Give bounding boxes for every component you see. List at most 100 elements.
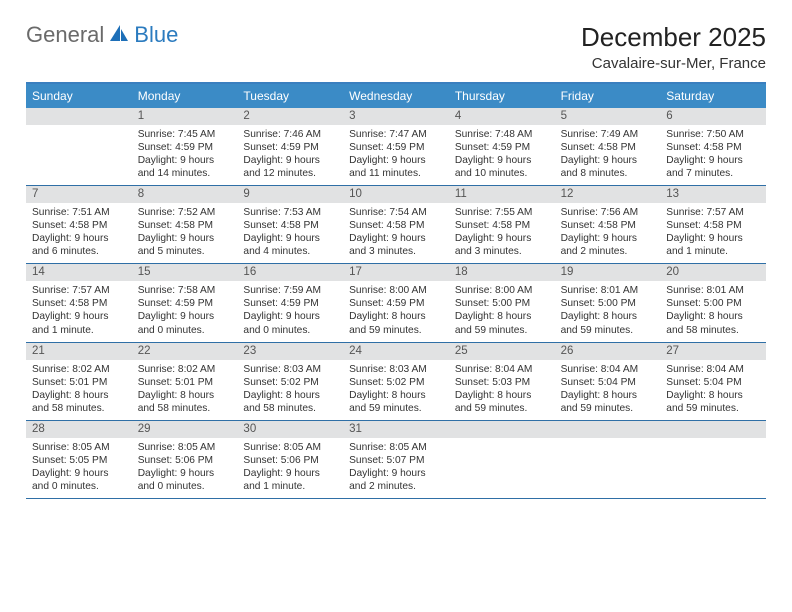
date-number-row: 78910111213 (26, 186, 766, 203)
date-number-row: 21222324252627 (26, 343, 766, 360)
date-body: Sunrise: 7:50 AM Sunset: 4:58 PM Dayligh… (660, 125, 766, 185)
date-number (660, 421, 766, 438)
date-number: 27 (660, 343, 766, 360)
date-body (555, 438, 661, 498)
date-number: 15 (132, 264, 238, 281)
date-number: 3 (343, 108, 449, 125)
date-body: Sunrise: 7:59 AM Sunset: 4:59 PM Dayligh… (237, 281, 343, 341)
dayname-tue: Tuesday (237, 84, 343, 108)
date-number: 29 (132, 421, 238, 438)
date-number (449, 421, 555, 438)
logo-text-blue: Blue (134, 22, 178, 48)
date-body: Sunrise: 8:01 AM Sunset: 5:00 PM Dayligh… (660, 281, 766, 341)
date-number: 30 (237, 421, 343, 438)
week-row: 78910111213Sunrise: 7:51 AM Sunset: 4:58… (26, 186, 766, 264)
calendar: Sunday Monday Tuesday Wednesday Thursday… (26, 82, 766, 499)
date-body-row: Sunrise: 7:45 AM Sunset: 4:59 PM Dayligh… (26, 125, 766, 185)
dayname-sat: Saturday (660, 84, 766, 108)
week-row: 28293031Sunrise: 8:05 AM Sunset: 5:05 PM… (26, 421, 766, 499)
week-row: 21222324252627Sunrise: 8:02 AM Sunset: 5… (26, 343, 766, 421)
date-number: 14 (26, 264, 132, 281)
date-number: 12 (555, 186, 661, 203)
date-body (26, 125, 132, 185)
week-row: 14151617181920Sunrise: 7:57 AM Sunset: 4… (26, 264, 766, 342)
date-number: 8 (132, 186, 238, 203)
dayname-thu: Thursday (449, 84, 555, 108)
date-body: Sunrise: 7:47 AM Sunset: 4:59 PM Dayligh… (343, 125, 449, 185)
date-body: Sunrise: 7:56 AM Sunset: 4:58 PM Dayligh… (555, 203, 661, 263)
date-body (449, 438, 555, 498)
date-body: Sunrise: 8:05 AM Sunset: 5:06 PM Dayligh… (132, 438, 238, 498)
date-number: 4 (449, 108, 555, 125)
date-body: Sunrise: 7:58 AM Sunset: 4:59 PM Dayligh… (132, 281, 238, 341)
date-body: Sunrise: 8:05 AM Sunset: 5:06 PM Dayligh… (237, 438, 343, 498)
dayname-mon: Monday (132, 84, 238, 108)
date-body-row: Sunrise: 8:05 AM Sunset: 5:05 PM Dayligh… (26, 438, 766, 498)
date-body: Sunrise: 8:04 AM Sunset: 5:04 PM Dayligh… (555, 360, 661, 420)
date-number: 20 (660, 264, 766, 281)
date-number: 28 (26, 421, 132, 438)
date-number: 1 (132, 108, 238, 125)
date-number: 19 (555, 264, 661, 281)
date-number: 2 (237, 108, 343, 125)
date-number: 13 (660, 186, 766, 203)
date-body (660, 438, 766, 498)
date-body-row: Sunrise: 7:57 AM Sunset: 4:58 PM Dayligh… (26, 281, 766, 341)
week-row: 123456Sunrise: 7:45 AM Sunset: 4:59 PM D… (26, 108, 766, 186)
date-body: Sunrise: 8:01 AM Sunset: 5:00 PM Dayligh… (555, 281, 661, 341)
date-number-row: 123456 (26, 108, 766, 125)
date-number: 5 (555, 108, 661, 125)
date-body-row: Sunrise: 8:02 AM Sunset: 5:01 PM Dayligh… (26, 360, 766, 420)
date-body: Sunrise: 8:00 AM Sunset: 4:59 PM Dayligh… (343, 281, 449, 341)
date-body: Sunrise: 8:05 AM Sunset: 5:05 PM Dayligh… (26, 438, 132, 498)
date-number-row: 28293031 (26, 421, 766, 438)
date-number: 25 (449, 343, 555, 360)
date-body: Sunrise: 7:57 AM Sunset: 4:58 PM Dayligh… (26, 281, 132, 341)
date-number: 31 (343, 421, 449, 438)
date-body: Sunrise: 8:03 AM Sunset: 5:02 PM Dayligh… (237, 360, 343, 420)
date-number: 9 (237, 186, 343, 203)
date-number: 7 (26, 186, 132, 203)
date-body: Sunrise: 8:04 AM Sunset: 5:04 PM Dayligh… (660, 360, 766, 420)
date-body: Sunrise: 8:02 AM Sunset: 5:01 PM Dayligh… (132, 360, 238, 420)
date-body: Sunrise: 7:54 AM Sunset: 4:58 PM Dayligh… (343, 203, 449, 263)
date-body: Sunrise: 7:53 AM Sunset: 4:58 PM Dayligh… (237, 203, 343, 263)
dayname-wed: Wednesday (343, 84, 449, 108)
date-body: Sunrise: 7:48 AM Sunset: 4:59 PM Dayligh… (449, 125, 555, 185)
header: General Blue December 2025 Cavalaire-sur… (26, 22, 766, 72)
date-body: Sunrise: 7:52 AM Sunset: 4:58 PM Dayligh… (132, 203, 238, 263)
date-number: 18 (449, 264, 555, 281)
date-body: Sunrise: 8:04 AM Sunset: 5:03 PM Dayligh… (449, 360, 555, 420)
date-number: 6 (660, 108, 766, 125)
date-number: 11 (449, 186, 555, 203)
date-number (26, 108, 132, 125)
dayname-row: Sunday Monday Tuesday Wednesday Thursday… (26, 84, 766, 108)
date-number: 10 (343, 186, 449, 203)
date-number: 21 (26, 343, 132, 360)
dayname-fri: Friday (555, 84, 661, 108)
logo: General Blue (26, 22, 178, 48)
date-body: Sunrise: 8:03 AM Sunset: 5:02 PM Dayligh… (343, 360, 449, 420)
date-number-row: 14151617181920 (26, 264, 766, 281)
date-body: Sunrise: 7:51 AM Sunset: 4:58 PM Dayligh… (26, 203, 132, 263)
date-number: 24 (343, 343, 449, 360)
date-number: 26 (555, 343, 661, 360)
weeks-container: 123456Sunrise: 7:45 AM Sunset: 4:59 PM D… (26, 108, 766, 499)
date-body: Sunrise: 7:45 AM Sunset: 4:59 PM Dayligh… (132, 125, 238, 185)
date-number: 22 (132, 343, 238, 360)
logo-sail-icon (108, 23, 130, 48)
date-body: Sunrise: 8:02 AM Sunset: 5:01 PM Dayligh… (26, 360, 132, 420)
date-body: Sunrise: 8:00 AM Sunset: 5:00 PM Dayligh… (449, 281, 555, 341)
location-label: Cavalaire-sur-Mer, France (581, 55, 766, 72)
date-body: Sunrise: 8:05 AM Sunset: 5:07 PM Dayligh… (343, 438, 449, 498)
date-body: Sunrise: 7:55 AM Sunset: 4:58 PM Dayligh… (449, 203, 555, 263)
date-number: 23 (237, 343, 343, 360)
date-body: Sunrise: 7:49 AM Sunset: 4:58 PM Dayligh… (555, 125, 661, 185)
date-number (555, 421, 661, 438)
date-body-row: Sunrise: 7:51 AM Sunset: 4:58 PM Dayligh… (26, 203, 766, 263)
page-title: December 2025 (581, 22, 766, 53)
date-body: Sunrise: 7:46 AM Sunset: 4:59 PM Dayligh… (237, 125, 343, 185)
dayname-sun: Sunday (26, 84, 132, 108)
title-block: December 2025 Cavalaire-sur-Mer, France (581, 22, 766, 72)
date-number: 16 (237, 264, 343, 281)
